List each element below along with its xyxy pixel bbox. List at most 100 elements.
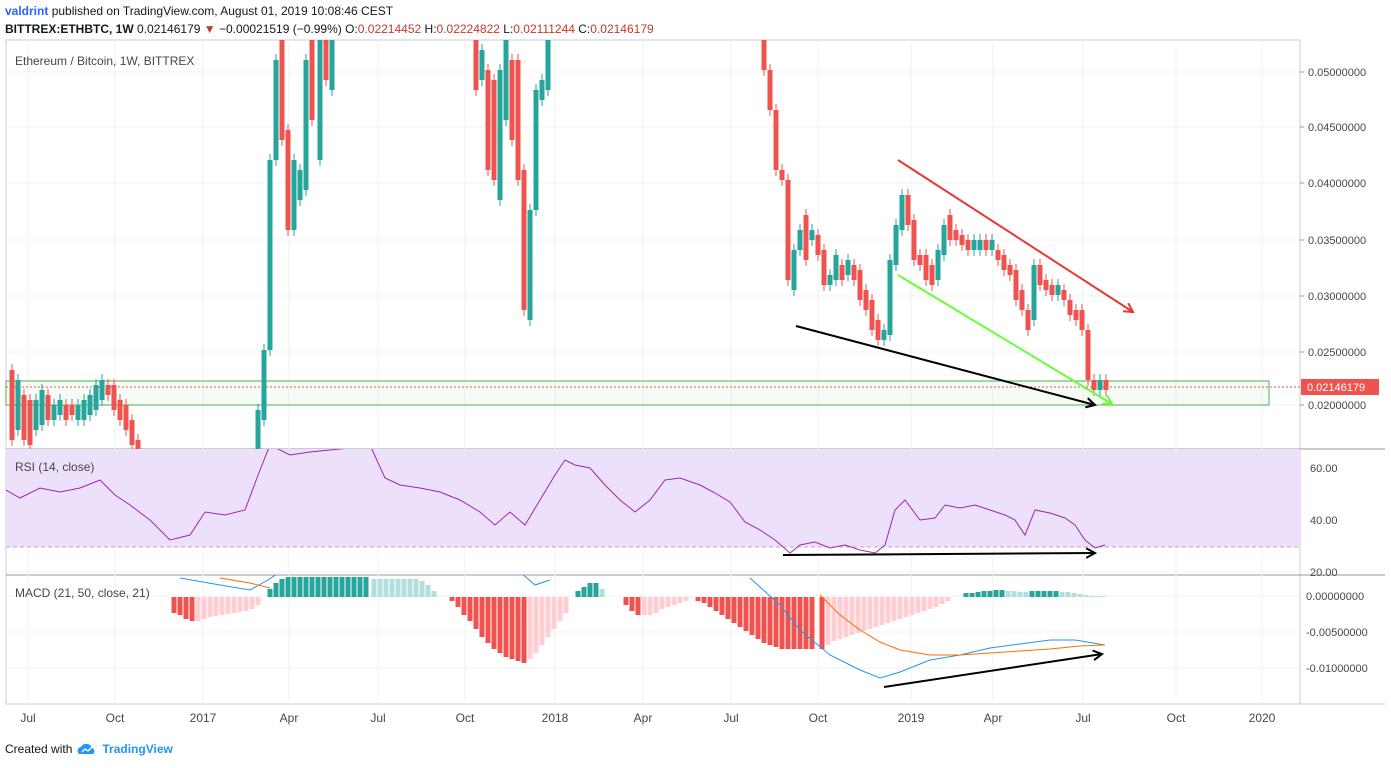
macd-histogram-bar (683, 597, 689, 601)
price-axis-label: 0.02500000 (1308, 347, 1366, 359)
macd-histogram-bar (1059, 592, 1065, 597)
candle-body (317, 40, 323, 160)
publish-info: valdrint published on TradingView.com, A… (5, 4, 393, 18)
macd-histogram-bar (231, 597, 237, 613)
macd-divergence-line (883, 653, 1103, 688)
macd-histogram-bar (395, 579, 401, 597)
macd-histogram-bar (659, 597, 665, 609)
time-axis-label: 2019 (898, 711, 925, 725)
candle-body (267, 160, 273, 350)
created-with-text: Created with (5, 742, 73, 756)
macd-histogram-bar (879, 597, 885, 625)
macd-histogram-bar (377, 579, 383, 597)
macd-histogram-bar (969, 593, 975, 597)
macd-histogram-bar (515, 597, 521, 661)
macd-axis-label: -0.01000000 (1306, 663, 1368, 675)
macd-histogram-bar (903, 597, 909, 617)
candle-body (1091, 380, 1097, 390)
macd-histogram-bar (183, 597, 189, 619)
price-axis-label: 0.05000000 (1308, 67, 1366, 79)
macd-histogram-bar (987, 591, 993, 597)
price-scale[interactable]: 0.05000000 0.04500000 0.04000000 0.03500000… (1300, 67, 1368, 675)
candle-body (1049, 285, 1055, 295)
candle-body (983, 240, 989, 250)
macd-histogram-bar (509, 597, 515, 659)
time-axis-label: Oct (456, 711, 475, 725)
macd-histogram-bar (581, 587, 587, 597)
macd-histogram-bar (479, 597, 485, 637)
candle-body (935, 250, 941, 280)
macd-histogram-bar (647, 597, 653, 615)
candle-body (1103, 380, 1109, 390)
low-label: L: (503, 22, 514, 36)
candle-body (539, 80, 545, 100)
macd-histogram-bar (401, 579, 407, 597)
macd-histogram-bar (737, 597, 743, 627)
macd-histogram-bar (945, 597, 951, 601)
symbol-label: BITTREX:ETHBTC, 1W (5, 22, 134, 36)
macd-histogram-bar (1041, 591, 1047, 597)
candle-body (791, 250, 797, 290)
macd-histogram-bar (927, 597, 933, 609)
macd-histogram-bar (1011, 591, 1017, 597)
macd-histogram-bar (695, 597, 701, 601)
candlesticks[interactable] (9, 34, 1109, 456)
macd-histogram-bar (1017, 592, 1023, 597)
macd-pane-title: MACD (21, 50, close, 21) (15, 586, 150, 600)
price-divergence-line-head (1085, 397, 1098, 409)
candle-body (1019, 290, 1025, 310)
macd-histogram-bar (831, 597, 837, 641)
macd-histogram-bar (599, 589, 605, 597)
macd-histogram-bar (909, 597, 915, 615)
macd-histogram-bar (635, 597, 641, 615)
candle-body (93, 385, 99, 410)
macd-histogram-bar (743, 597, 749, 631)
time-axis-label: 2020 (1249, 711, 1276, 725)
candle-body (129, 420, 135, 445)
macd-histogram-bar (333, 577, 339, 597)
macd-histogram-bar (713, 597, 719, 611)
candle-body (899, 195, 905, 230)
last-price-badge (1301, 379, 1379, 395)
candle-body (887, 260, 893, 335)
candle-body (965, 240, 971, 250)
price-axis-label: 0.03000000 (1308, 291, 1366, 303)
author-name[interactable]: valdrint (5, 4, 49, 18)
candle-body (845, 260, 851, 275)
price-axis-label: 0.04000000 (1308, 178, 1366, 190)
macd-histogram-bar (189, 597, 195, 621)
macd-histogram-bar (1035, 591, 1041, 597)
time-scale[interactable]: Jul Oct 2017 Apr Jul Oct 2018 Apr Jul Oct 2019 Apr J… (20, 711, 1275, 725)
candle-body (9, 370, 15, 440)
rsi-indicator[interactable] (6, 445, 1300, 554)
trend-drawings[interactable] (782, 159, 1135, 688)
macd-histogram-bar (339, 577, 345, 597)
macd-histogram-bar (1101, 596, 1107, 597)
macd-histogram-bar (1047, 591, 1053, 597)
macd-histogram-bar (485, 597, 491, 643)
macd-histogram-bar (849, 597, 855, 635)
macd-histogram-bar (933, 597, 939, 607)
macd-histogram-bar (825, 597, 831, 645)
candle-body (285, 130, 291, 230)
time-axis-label: Oct (106, 711, 125, 725)
candle-body (1007, 265, 1013, 275)
macd-histogram-bar (731, 597, 737, 623)
tradingview-brand[interactable]: TradingView (102, 742, 173, 756)
macd-histogram-bar (749, 597, 755, 635)
macd-histogram-bar (993, 590, 999, 597)
macd-histogram-bar (1071, 593, 1077, 597)
candle-body (515, 60, 521, 180)
candle-body (893, 225, 899, 265)
macd-histogram-bar (671, 597, 677, 605)
macd-histogram-bar (315, 577, 321, 597)
candle-body (81, 400, 87, 420)
low-value: 0.02111244 (513, 22, 575, 36)
macd-indicator[interactable] (171, 565, 1107, 679)
macd-histogram-bar (467, 597, 473, 621)
macd-histogram-bar (773, 597, 779, 647)
candle-body (995, 250, 1001, 260)
candle-body (815, 235, 821, 255)
candle-body (833, 255, 839, 280)
